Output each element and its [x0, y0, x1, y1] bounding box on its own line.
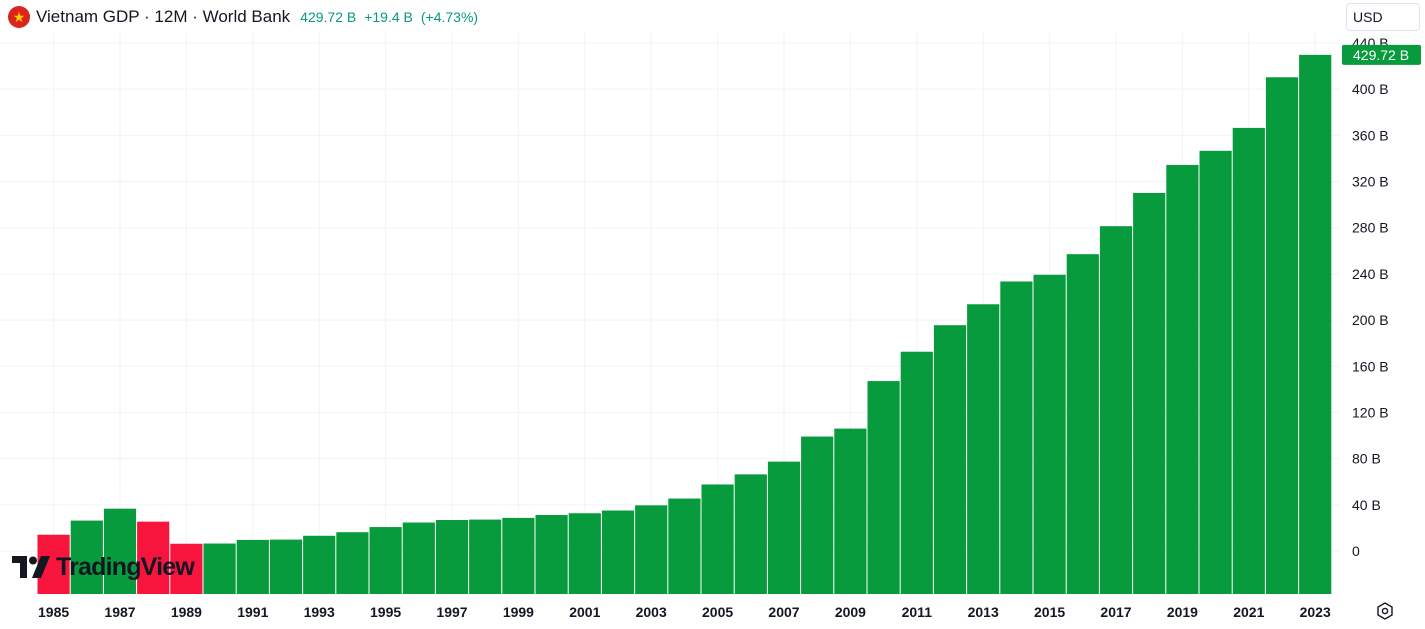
bar-1997	[435, 520, 469, 594]
bar-2008	[801, 436, 834, 594]
x-tick-label: 1999	[503, 604, 534, 620]
bar-2000	[535, 515, 568, 594]
bar-1988	[137, 521, 170, 594]
tradingview-logo[interactable]: TradingView	[12, 552, 195, 581]
last-value: 429.72 B	[300, 9, 357, 25]
chart-header: ★ Vietnam GDP · 12M · World Bank 429.72 …	[8, 4, 486, 30]
bar-2003	[635, 505, 668, 594]
bar-1992	[269, 539, 303, 594]
y-tick-label: 240 B	[1352, 266, 1389, 282]
x-tick-label: 2003	[636, 604, 667, 620]
chart-settings-icon[interactable]	[1375, 601, 1395, 621]
x-tick-label: 1985	[38, 604, 69, 620]
bar-2006	[734, 474, 767, 594]
y-tick-label: 320 B	[1352, 174, 1389, 190]
x-tick-label: 1993	[304, 604, 335, 620]
bar-2016	[1066, 254, 1099, 594]
y-tick-label: 360 B	[1352, 127, 1389, 143]
x-tick-label: 2013	[968, 604, 999, 620]
bar-2017	[1099, 226, 1133, 594]
tradingview-logo-icon	[12, 556, 50, 578]
vietnam-flag-icon: ★	[8, 6, 30, 28]
x-tick-label: 2009	[835, 604, 866, 620]
y-tick-label: 280 B	[1352, 220, 1389, 236]
bar-2001	[568, 513, 601, 594]
bar-2013	[967, 304, 1000, 594]
last-value-badge	[1342, 44, 1421, 65]
bar-2005	[701, 484, 734, 594]
x-tick-label: 1991	[237, 604, 268, 620]
last-value-badge-label: 429.72 B	[1353, 47, 1409, 63]
y-tick-label: 200 B	[1352, 312, 1389, 328]
bar-2009	[834, 428, 867, 594]
bar-2014	[1000, 281, 1033, 594]
y-tick-label: 0	[1352, 543, 1360, 559]
x-tick-label: 2007	[768, 604, 799, 620]
bar-1987	[103, 508, 137, 594]
change-value: +19.4 B	[364, 9, 413, 25]
tradingview-logo-text: TradingView	[56, 552, 195, 581]
currency-selector[interactable]: USD	[1346, 3, 1420, 31]
bar-1991	[236, 539, 269, 594]
x-tick-label: 2019	[1167, 604, 1198, 620]
x-tick-label: 1987	[104, 604, 135, 620]
bar-1994	[336, 532, 369, 594]
bar-2022	[1265, 77, 1299, 594]
x-tick-label: 2021	[1233, 604, 1264, 620]
x-tick-label: 2001	[569, 604, 600, 620]
bar-2004	[668, 498, 701, 594]
x-tick-label: 1995	[370, 604, 401, 620]
bar-2002	[601, 510, 635, 594]
bar-1998	[469, 519, 502, 594]
y-tick-label: 400 B	[1352, 81, 1389, 97]
y-tick-label: 120 B	[1352, 404, 1389, 420]
y-tick-label: 40 B	[1352, 497, 1381, 513]
bar-2020	[1199, 150, 1232, 594]
bar-2012	[933, 325, 967, 594]
y-tick-label: 80 B	[1352, 451, 1381, 467]
x-tick-label: 2005	[702, 604, 733, 620]
bar-1986	[70, 520, 103, 594]
bar-1995	[369, 527, 402, 594]
bar-1989	[170, 543, 203, 594]
bar-2007	[767, 461, 801, 594]
bar-1993	[303, 535, 336, 594]
x-tick-label: 2023	[1300, 604, 1331, 620]
bar-2011	[900, 351, 933, 594]
x-tick-label: 2017	[1100, 604, 1131, 620]
x-tick-label: 1997	[436, 604, 467, 620]
symbol-title[interactable]: Vietnam GDP · 12M · World Bank	[36, 7, 291, 26]
change-percent: (+4.73%)	[420, 9, 479, 25]
bar-1999	[502, 517, 535, 594]
bar-2019	[1166, 164, 1199, 594]
bar-2010	[867, 381, 900, 594]
bar-2021	[1232, 127, 1265, 594]
x-tick-label: 1989	[171, 604, 202, 620]
x-tick-label: 2015	[1034, 604, 1065, 620]
y-tick-label: 160 B	[1352, 358, 1389, 374]
bar-1990	[203, 543, 236, 594]
bar-1996	[402, 522, 435, 594]
x-tick-label: 2011	[902, 604, 933, 620]
bar-2023	[1299, 54, 1332, 595]
bar-2015	[1033, 274, 1066, 594]
bar-2018	[1133, 192, 1166, 594]
